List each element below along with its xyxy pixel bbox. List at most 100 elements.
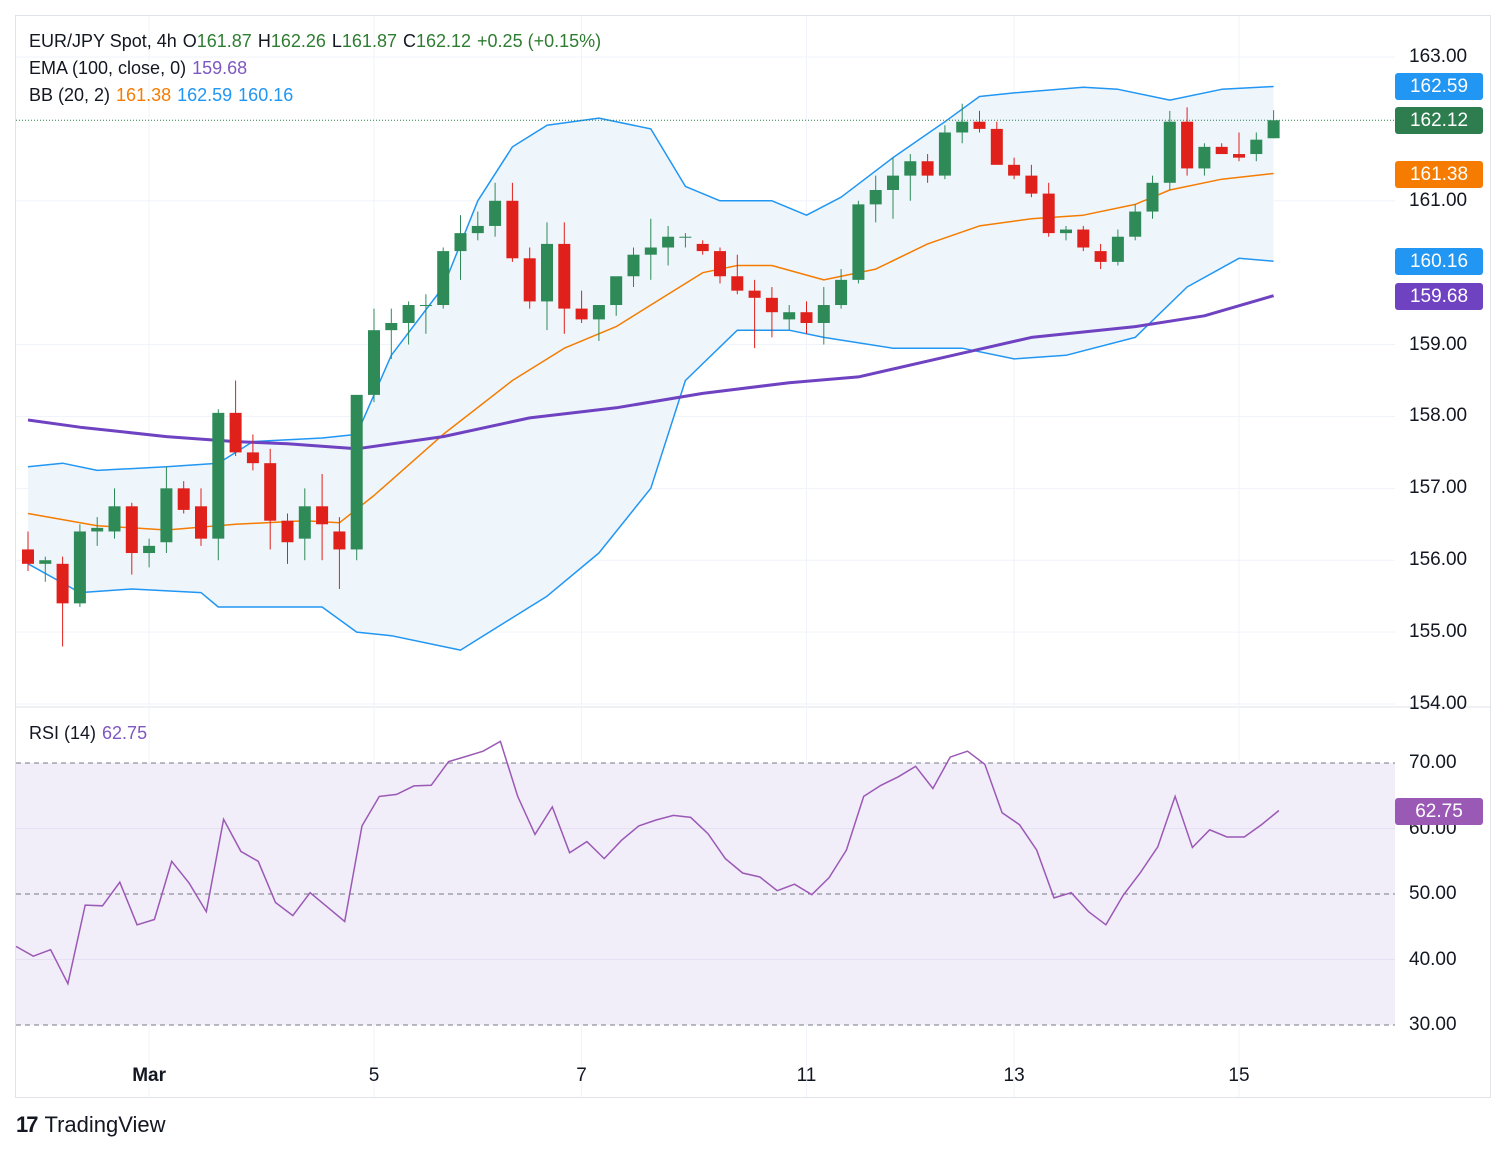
candle xyxy=(956,103,969,144)
low-label: L xyxy=(331,31,342,51)
candle xyxy=(938,125,951,180)
bb-lower-value: 160.16 xyxy=(238,85,294,105)
open-label: O xyxy=(182,31,197,51)
candle-body xyxy=(783,312,796,320)
candle-body xyxy=(731,276,744,291)
candle xyxy=(489,182,502,237)
candle xyxy=(748,279,761,349)
candle xyxy=(523,247,536,309)
price-legend: EUR/JPY Spot, 4h O161.87 H162.26 L161.87 C16… xyxy=(29,28,607,55)
candle-body xyxy=(22,549,34,564)
candle xyxy=(1215,143,1228,155)
candle-body xyxy=(1267,120,1280,139)
rsi-tick-label: 70.00 xyxy=(1409,752,1457,773)
candle xyxy=(350,394,363,561)
candle xyxy=(627,247,640,288)
candle xyxy=(22,531,34,572)
candle xyxy=(437,247,450,309)
candle-body xyxy=(402,305,415,323)
time-tick-label: 11 xyxy=(796,1065,817,1086)
candle xyxy=(887,157,899,219)
candle xyxy=(541,222,553,331)
candle-body xyxy=(1215,146,1228,155)
bb-lower-line xyxy=(27,257,1274,651)
candle xyxy=(1008,157,1021,180)
candle-body xyxy=(887,175,899,190)
bb-legend: BB (20, 2) 161.38 162.59 160.16 xyxy=(29,82,299,109)
tradingview-logo[interactable]: 17 TradingView xyxy=(16,1112,166,1138)
candle-body xyxy=(1163,121,1176,183)
open-value: 161.87 xyxy=(196,31,252,51)
candle-body xyxy=(1042,193,1055,234)
candle-body xyxy=(246,452,259,464)
ema-value: 159.68 xyxy=(192,58,248,78)
candle xyxy=(1181,107,1194,176)
price-tick-label: 158.00 xyxy=(1409,405,1468,427)
candle-body xyxy=(506,200,519,259)
time-tick-label: Mar xyxy=(132,1065,166,1086)
price-tick-label: 157.00 xyxy=(1409,477,1468,499)
rsi-label: RSI (14) xyxy=(29,723,97,743)
candle-body xyxy=(869,189,882,205)
candle xyxy=(177,481,190,514)
price-tick-label: 154.00 xyxy=(1409,693,1468,714)
candle-body xyxy=(91,527,104,532)
candle xyxy=(1250,132,1263,162)
candle xyxy=(229,380,242,456)
candle-body xyxy=(644,247,657,255)
candle-body xyxy=(592,305,605,320)
time-tick-label: 15 xyxy=(1228,1065,1250,1086)
rsi-tick-label: 40.00 xyxy=(1409,948,1457,970)
candle xyxy=(869,175,882,223)
candle xyxy=(56,556,69,647)
candle-body xyxy=(1094,251,1107,262)
candle-body xyxy=(817,305,830,323)
candle xyxy=(610,276,623,316)
candle-body xyxy=(264,463,277,521)
candle xyxy=(800,301,813,334)
candle xyxy=(264,448,277,550)
candle xyxy=(506,182,519,262)
candle-body xyxy=(1111,236,1124,262)
candle-body xyxy=(973,121,986,129)
candle-body xyxy=(1198,146,1211,169)
candle-body xyxy=(454,233,467,252)
candle xyxy=(783,305,796,331)
price-pane xyxy=(16,85,1395,651)
candle-body xyxy=(627,254,640,277)
candle-body xyxy=(143,545,156,554)
candle xyxy=(368,308,380,403)
candle-body xyxy=(696,243,709,252)
low-value: 161.87 xyxy=(341,31,397,51)
close-value: 162.12 xyxy=(415,31,472,51)
candle-body xyxy=(489,200,502,226)
candle-body xyxy=(195,506,207,539)
candle-body xyxy=(125,506,138,554)
candle-body xyxy=(558,243,571,309)
price-tick-label: 156.00 xyxy=(1409,549,1468,571)
ema-legend: EMA (100, close, 0) 159.68 xyxy=(29,55,253,82)
candle-body xyxy=(748,290,761,298)
candle xyxy=(125,502,138,575)
price-tick-label: 161.00 xyxy=(1409,189,1468,211)
candle-body xyxy=(73,531,86,604)
candle xyxy=(575,290,588,323)
candle-body xyxy=(575,308,588,320)
candle-body xyxy=(1233,154,1245,158)
candle-body xyxy=(904,161,917,176)
candle xyxy=(973,110,986,133)
candle xyxy=(990,121,1003,165)
candle-body xyxy=(177,488,190,510)
candle-body xyxy=(56,563,69,604)
candle xyxy=(1111,229,1124,266)
rsi-value: 62.75 xyxy=(102,723,148,743)
rsi-pane xyxy=(15,740,1395,1026)
candle xyxy=(696,240,709,255)
candle-body xyxy=(852,204,865,280)
candle xyxy=(835,269,848,309)
candle xyxy=(143,538,156,568)
candle xyxy=(39,556,52,582)
tradingview-logo-icon: 17 xyxy=(16,1112,39,1137)
candle xyxy=(1129,204,1142,241)
